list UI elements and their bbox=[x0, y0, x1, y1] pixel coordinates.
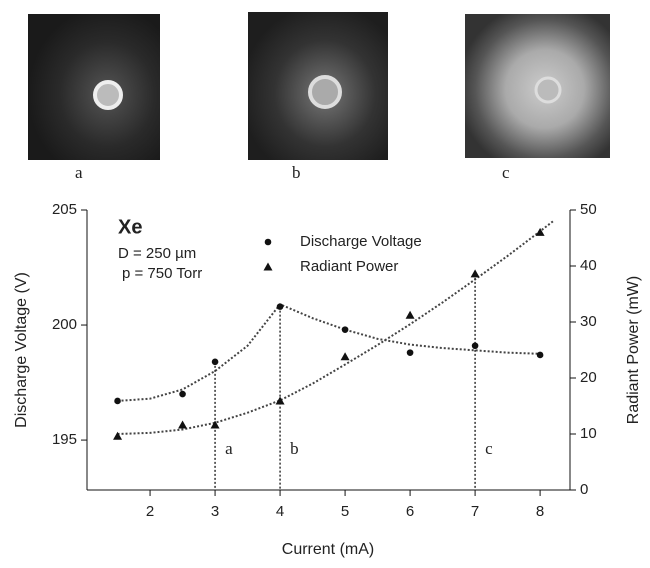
y-tick-label: 200 bbox=[52, 316, 77, 333]
x-tick-label: 4 bbox=[276, 503, 284, 520]
circle-point bbox=[179, 390, 186, 398]
x-tick-label: 3 bbox=[211, 503, 219, 520]
marker-label: b bbox=[290, 439, 299, 458]
y2-tick-label: 40 bbox=[580, 257, 597, 274]
annotation: D = 250 µm bbox=[118, 245, 196, 262]
marker-label: a bbox=[225, 439, 233, 458]
triangle-point bbox=[470, 269, 480, 278]
triangle-point bbox=[178, 420, 188, 429]
photo-label: a bbox=[75, 163, 83, 182]
legend-label: Radiant Power bbox=[300, 258, 398, 275]
photo-a bbox=[28, 14, 160, 160]
photo-c bbox=[465, 14, 610, 158]
y2-tick-label: 0 bbox=[580, 481, 588, 498]
x-tick-label: 8 bbox=[536, 503, 544, 520]
circle-point bbox=[211, 358, 219, 366]
triangle-point bbox=[535, 227, 545, 236]
annotation: Xe bbox=[118, 216, 142, 238]
y-axis-title: Discharge Voltage (V) bbox=[13, 272, 30, 428]
circle-point bbox=[276, 303, 284, 310]
circle-point bbox=[406, 349, 414, 356]
y-tick-label: 195 bbox=[52, 431, 77, 448]
circle-point bbox=[471, 342, 479, 350]
circle-point bbox=[536, 351, 544, 359]
x-tick-label: 7 bbox=[471, 503, 479, 520]
y2-tick-label: 10 bbox=[580, 425, 597, 442]
x-axis-title: Current (mA) bbox=[282, 541, 374, 558]
photo-b bbox=[248, 12, 388, 160]
circle-point bbox=[114, 397, 121, 405]
x-tick-label: 5 bbox=[341, 503, 349, 520]
y2-tick-label: 20 bbox=[580, 369, 597, 386]
triangle-point bbox=[210, 420, 220, 429]
y2-tick-label: 30 bbox=[580, 313, 597, 330]
legend-label: Discharge Voltage bbox=[300, 233, 422, 250]
photo-label: c bbox=[502, 163, 510, 182]
x-tick-label: 6 bbox=[406, 503, 414, 520]
x-tick-label: 2 bbox=[146, 503, 154, 520]
legend-symbol bbox=[263, 262, 273, 271]
triangle-point bbox=[275, 396, 285, 405]
y2-tick-label: 50 bbox=[580, 201, 597, 218]
photo-label: b bbox=[292, 163, 301, 182]
fit-curve bbox=[117, 220, 554, 435]
y2-axis-title: Radiant Power (mW) bbox=[625, 276, 642, 424]
circle-point bbox=[341, 326, 349, 333]
fit-curve bbox=[117, 303, 541, 402]
marker-label: c bbox=[485, 439, 493, 458]
y-tick-label: 205 bbox=[52, 201, 77, 218]
legend-symbol bbox=[264, 238, 272, 246]
triangle-point bbox=[405, 310, 415, 319]
annotation: p = 750 Torr bbox=[122, 265, 202, 282]
triangle-point bbox=[113, 431, 123, 440]
triangle-point bbox=[340, 352, 350, 361]
